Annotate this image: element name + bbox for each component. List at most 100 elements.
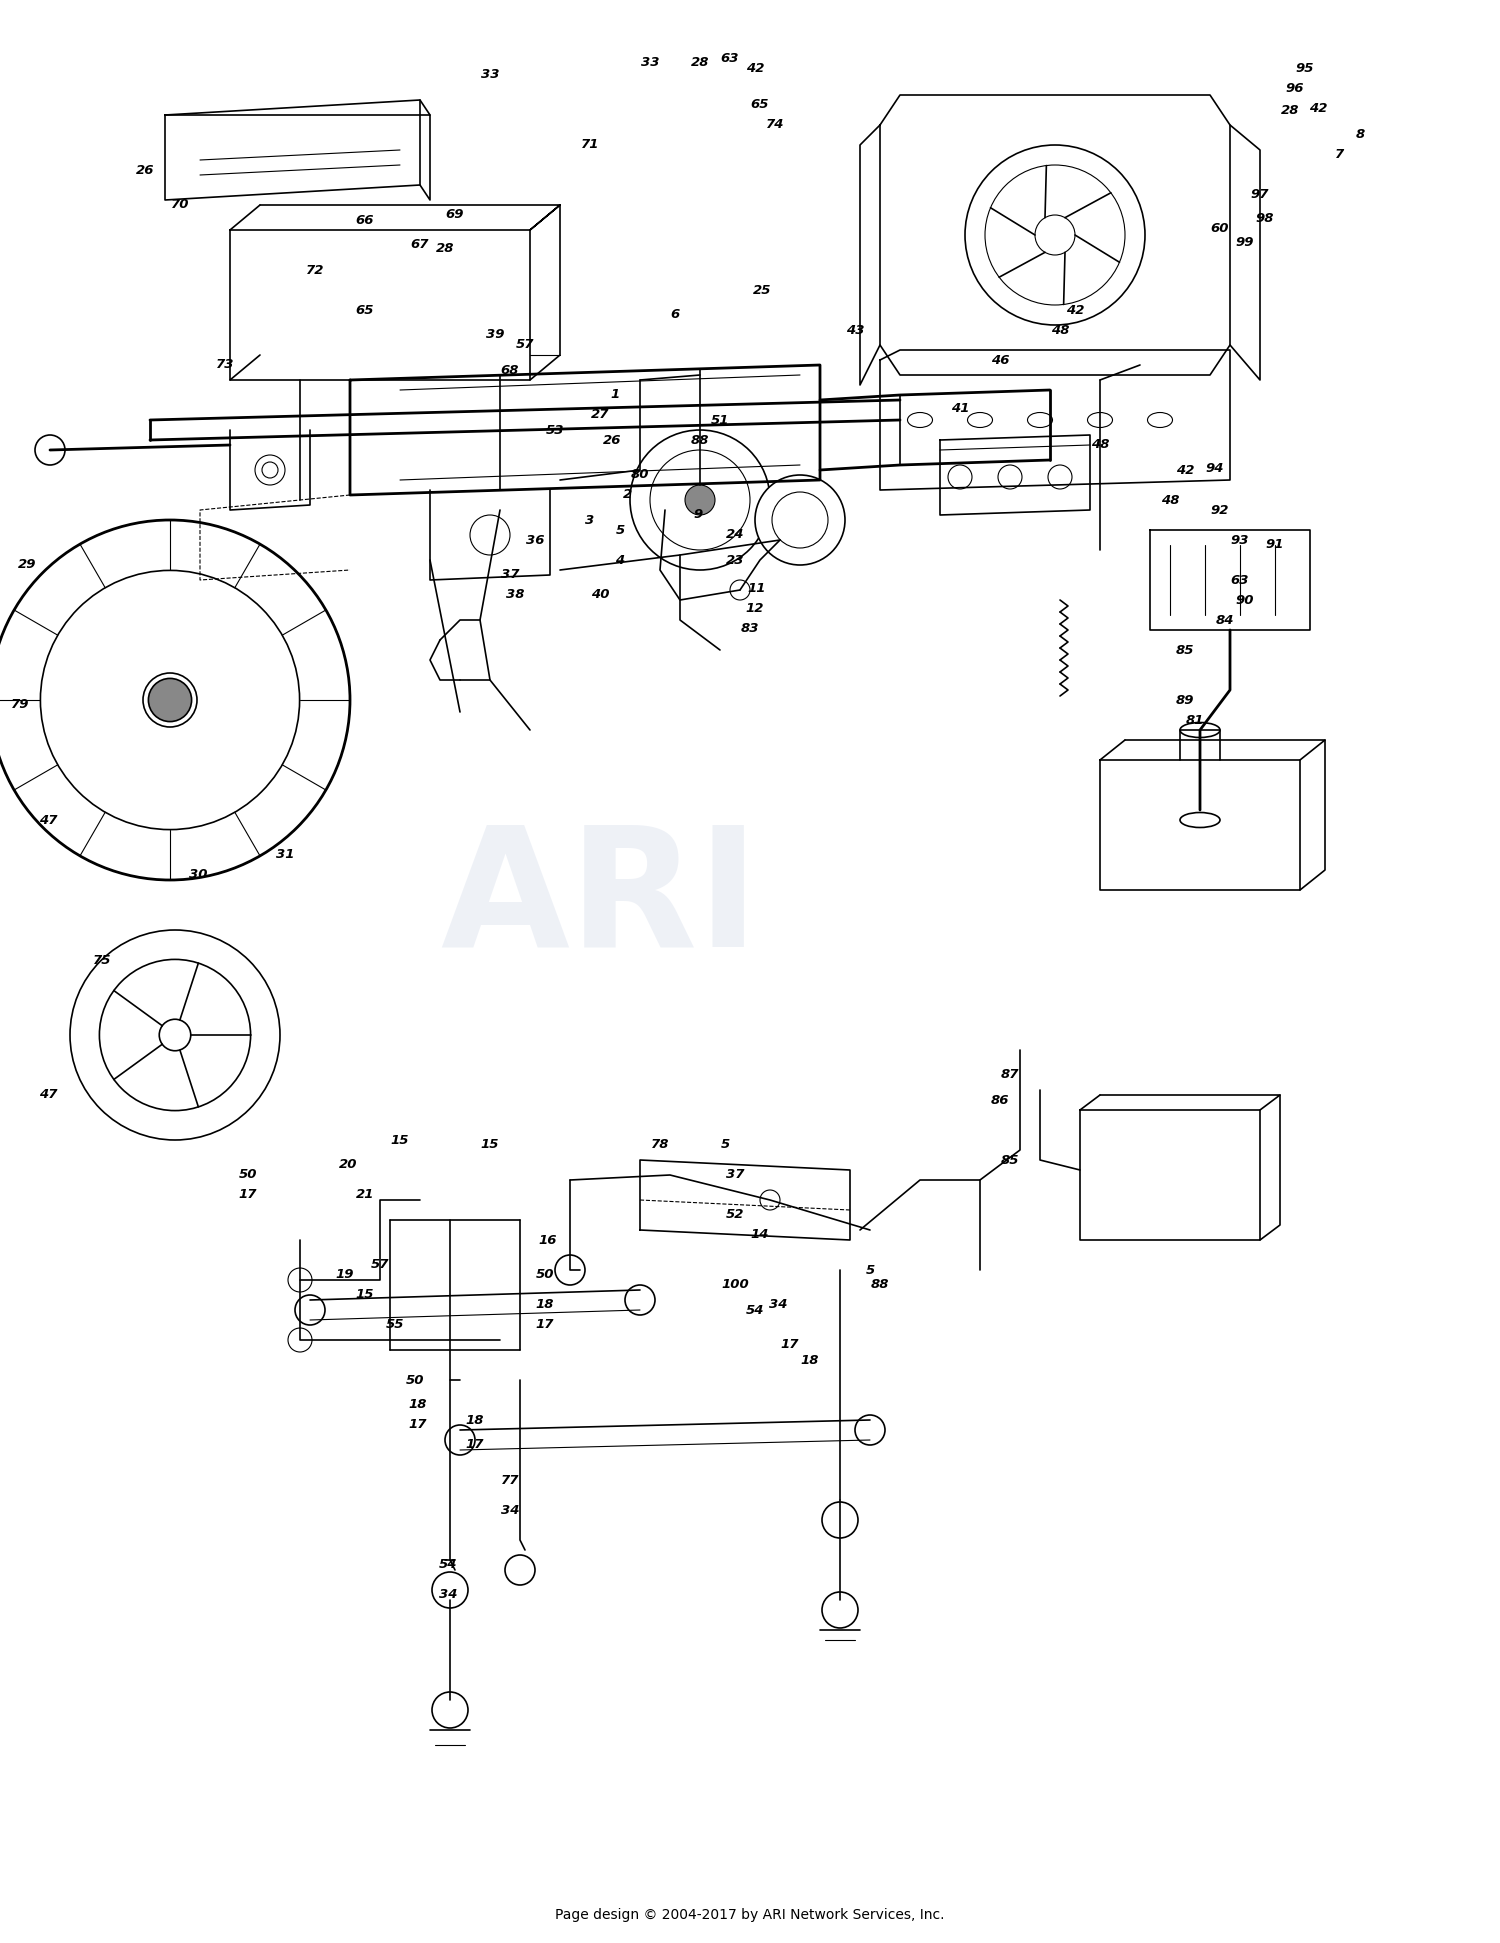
Text: 42: 42 [746,62,764,74]
Text: 47: 47 [39,814,57,826]
Text: 1: 1 [610,389,620,402]
Text: 20: 20 [339,1158,357,1172]
Text: 73: 73 [216,359,234,371]
Circle shape [99,960,250,1111]
Text: 18: 18 [536,1298,555,1312]
Text: 99: 99 [1236,235,1254,249]
Text: 97: 97 [1251,188,1269,202]
Text: 28: 28 [690,56,709,68]
Circle shape [772,492,828,548]
Text: 36: 36 [525,534,544,546]
Ellipse shape [968,412,993,427]
Text: 26: 26 [603,433,621,447]
Circle shape [730,581,750,600]
Circle shape [70,931,280,1141]
Text: 28: 28 [435,241,454,255]
Circle shape [34,435,64,464]
Circle shape [159,1020,190,1051]
Text: 41: 41 [951,402,969,414]
Text: 78: 78 [651,1139,669,1152]
Text: 42: 42 [1308,101,1328,115]
Text: 53: 53 [546,424,564,437]
Text: 6: 6 [670,309,680,321]
Text: 79: 79 [10,698,30,711]
Text: 70: 70 [171,198,189,212]
Text: 14: 14 [750,1228,770,1242]
Text: 60: 60 [1210,222,1230,235]
Circle shape [650,451,750,550]
Circle shape [40,571,300,830]
Text: 88: 88 [690,433,709,447]
Circle shape [964,146,1144,324]
Circle shape [822,1502,858,1539]
Text: 16: 16 [538,1234,558,1247]
Text: 31: 31 [276,849,294,861]
Text: 98: 98 [1256,212,1274,225]
Text: 5: 5 [865,1263,874,1277]
Text: 71: 71 [580,138,598,152]
Text: 46: 46 [990,354,1010,367]
Text: 50: 50 [536,1269,555,1282]
Ellipse shape [1148,412,1173,427]
Text: 37: 37 [726,1168,744,1181]
Text: 91: 91 [1266,538,1284,552]
Text: Page design © 2004-2017 by ARI Network Services, Inc.: Page design © 2004-2017 by ARI Network S… [555,1908,945,1922]
Circle shape [948,464,972,490]
Text: 17: 17 [780,1339,800,1352]
Text: 85: 85 [1176,643,1194,657]
Text: 67: 67 [411,239,429,251]
Text: 27: 27 [591,408,609,422]
Text: 63: 63 [720,52,740,64]
Ellipse shape [1028,412,1053,427]
Text: 88: 88 [870,1278,889,1292]
Text: 18: 18 [801,1354,819,1366]
Text: 21: 21 [356,1189,375,1201]
Text: 55: 55 [386,1319,405,1331]
Circle shape [288,1327,312,1352]
Text: 90: 90 [1236,593,1254,606]
Text: 50: 50 [238,1168,258,1181]
Text: 65: 65 [356,303,375,317]
Text: 100: 100 [722,1278,748,1292]
Ellipse shape [1180,723,1219,738]
Text: 68: 68 [501,363,519,377]
Text: 74: 74 [765,119,784,132]
Text: 17: 17 [536,1319,555,1331]
Text: 15: 15 [356,1288,375,1302]
Text: 15: 15 [480,1139,500,1152]
Text: 33: 33 [640,56,660,68]
Text: 81: 81 [1185,713,1204,727]
Circle shape [686,486,716,515]
Text: 84: 84 [1215,614,1234,626]
Text: 66: 66 [356,214,375,227]
Text: 8: 8 [1356,128,1365,142]
Text: 43: 43 [846,323,864,336]
Circle shape [142,672,196,727]
Text: 15: 15 [390,1133,410,1146]
Circle shape [986,165,1125,305]
Text: 38: 38 [506,589,525,602]
Circle shape [148,678,192,721]
Text: 54: 54 [438,1558,458,1572]
Circle shape [262,462,278,478]
Text: 33: 33 [480,68,500,82]
Text: 17: 17 [465,1438,484,1451]
Text: 34: 34 [438,1589,458,1601]
Text: 26: 26 [135,163,154,177]
Text: 39: 39 [486,328,504,342]
Text: 65: 65 [750,99,770,111]
Circle shape [998,464,1022,490]
Text: 37: 37 [501,569,519,581]
Text: 47: 47 [39,1088,57,1102]
Text: 83: 83 [741,622,759,635]
Circle shape [432,1692,468,1727]
Text: 57: 57 [370,1259,390,1271]
Text: 12: 12 [746,602,764,614]
Text: 63: 63 [1230,573,1250,587]
Text: 19: 19 [336,1269,354,1282]
Text: 42: 42 [1176,464,1194,476]
Circle shape [432,1572,468,1609]
Text: 2: 2 [624,488,633,501]
Circle shape [0,521,350,880]
Text: 89: 89 [1176,694,1194,707]
